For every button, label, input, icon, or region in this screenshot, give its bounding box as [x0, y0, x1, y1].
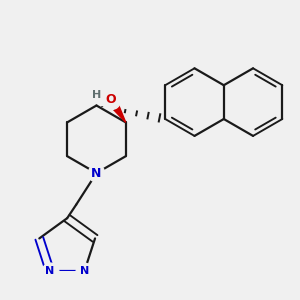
Text: N: N: [45, 266, 55, 276]
Polygon shape: [107, 97, 126, 122]
Text: N: N: [91, 167, 102, 180]
Text: H: H: [92, 90, 101, 100]
Text: N: N: [80, 266, 89, 276]
Text: O: O: [106, 93, 116, 106]
